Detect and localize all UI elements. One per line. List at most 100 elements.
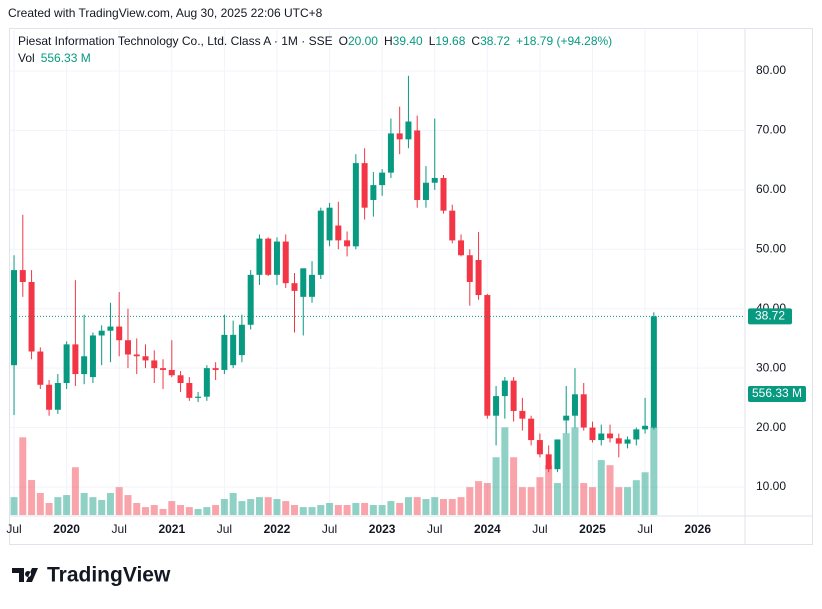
volume-bar bbox=[142, 507, 150, 515]
vol-header: Vol 556.33 M bbox=[18, 51, 91, 65]
field-value: 20.00 bbox=[348, 34, 378, 48]
candle-body bbox=[160, 368, 167, 370]
candle-body bbox=[571, 394, 578, 416]
x-tick-label: 2021 bbox=[158, 522, 185, 536]
volume-bar bbox=[527, 487, 535, 515]
candle-body bbox=[370, 185, 377, 200]
volume-bar bbox=[571, 427, 579, 515]
candle-body bbox=[501, 380, 508, 397]
volume-bar bbox=[334, 505, 342, 515]
y-tick-label: 80.00 bbox=[756, 63, 786, 77]
volume-bar bbox=[36, 493, 44, 515]
field-value: 38.72 bbox=[480, 34, 510, 48]
candle-body bbox=[405, 121, 412, 140]
volume-bar bbox=[378, 505, 386, 515]
volume-bar bbox=[159, 508, 167, 515]
field-key: O bbox=[339, 34, 348, 48]
candle-body bbox=[116, 326, 123, 341]
volume-bar bbox=[466, 487, 474, 515]
volume-bar bbox=[229, 493, 237, 515]
x-tick-label: 2026 bbox=[684, 522, 711, 536]
x-tick-label: Jul bbox=[6, 522, 21, 536]
candle-body bbox=[519, 410, 526, 419]
candle-body bbox=[624, 439, 631, 444]
candle-body bbox=[273, 241, 280, 275]
candle-body bbox=[124, 340, 131, 355]
volume-bar bbox=[518, 487, 526, 515]
x-tick-label: 2024 bbox=[474, 522, 501, 536]
volume-bar bbox=[536, 477, 544, 515]
candle-body bbox=[387, 133, 394, 173]
candle-body bbox=[291, 283, 298, 291]
volume-bar bbox=[457, 497, 465, 515]
volume-bar bbox=[89, 497, 97, 515]
y-tick-label: 10.00 bbox=[756, 479, 786, 493]
candle-body bbox=[46, 384, 53, 410]
candle-body bbox=[344, 240, 351, 247]
volume-bar bbox=[317, 505, 325, 515]
volume-bar bbox=[562, 433, 570, 515]
x-tick-label: Jul bbox=[322, 522, 337, 536]
volume-bar bbox=[422, 499, 430, 515]
candle-body bbox=[230, 334, 237, 366]
candle-body bbox=[466, 255, 473, 282]
volume-bar bbox=[124, 495, 132, 515]
candle-body bbox=[212, 368, 219, 370]
volume-bar bbox=[650, 426, 658, 515]
logo: TradingView bbox=[12, 564, 171, 587]
x-tick-label: Jul bbox=[532, 522, 547, 536]
volume-bar bbox=[545, 465, 553, 515]
candle-body bbox=[335, 225, 342, 241]
volume-bar bbox=[369, 505, 377, 515]
candle-body bbox=[177, 375, 184, 384]
logo-text: TradingView bbox=[47, 564, 171, 587]
volume-bar bbox=[194, 508, 202, 515]
candle-body bbox=[615, 438, 622, 444]
candle-body bbox=[536, 440, 543, 455]
volume-bar bbox=[247, 499, 255, 515]
volume-bar bbox=[290, 505, 298, 515]
candle-body bbox=[11, 270, 18, 366]
candle-body bbox=[221, 334, 228, 370]
candle-body bbox=[326, 207, 333, 241]
volume-bar bbox=[483, 483, 491, 515]
volume-bar bbox=[98, 499, 106, 515]
field-key: C bbox=[471, 34, 480, 48]
volume-bar bbox=[133, 502, 141, 515]
candle-body bbox=[63, 344, 70, 384]
volume-bar bbox=[220, 499, 228, 515]
candle-body bbox=[484, 295, 491, 416]
candle-body bbox=[238, 324, 245, 356]
volume-bar bbox=[641, 472, 649, 515]
candle-body bbox=[642, 425, 649, 430]
change: +18.79 (+94.28%) bbox=[516, 34, 612, 48]
volume-bar bbox=[396, 502, 404, 515]
volume-bar bbox=[448, 499, 456, 515]
candle-body bbox=[528, 418, 535, 441]
candle-body bbox=[37, 351, 44, 385]
volume-bar bbox=[106, 493, 114, 515]
volume-bar bbox=[19, 437, 27, 515]
frame bbox=[9, 28, 813, 545]
field-value: 39.40 bbox=[393, 34, 423, 48]
volume-bar bbox=[615, 487, 623, 515]
candle-body bbox=[545, 454, 552, 470]
candle-body bbox=[563, 415, 570, 421]
candle-body bbox=[282, 241, 289, 284]
plot bbox=[10, 75, 745, 515]
candle-body bbox=[186, 383, 193, 398]
last-price-label: 38.72 bbox=[755, 309, 785, 323]
volume-bar bbox=[212, 505, 220, 515]
candle-body bbox=[247, 274, 254, 325]
candle-body bbox=[598, 433, 605, 441]
vol-value: 556.33 M bbox=[41, 51, 91, 65]
field-key: H bbox=[384, 34, 393, 48]
volume-bar bbox=[624, 487, 632, 515]
vol-key: Vol bbox=[18, 51, 35, 65]
volume-bar bbox=[203, 507, 211, 515]
volume-bar bbox=[326, 502, 334, 515]
candle-body bbox=[396, 133, 403, 140]
top-bar: Created with TradingView.com, Aug 30, 20… bbox=[8, 6, 323, 20]
last-price-tag bbox=[748, 308, 792, 325]
